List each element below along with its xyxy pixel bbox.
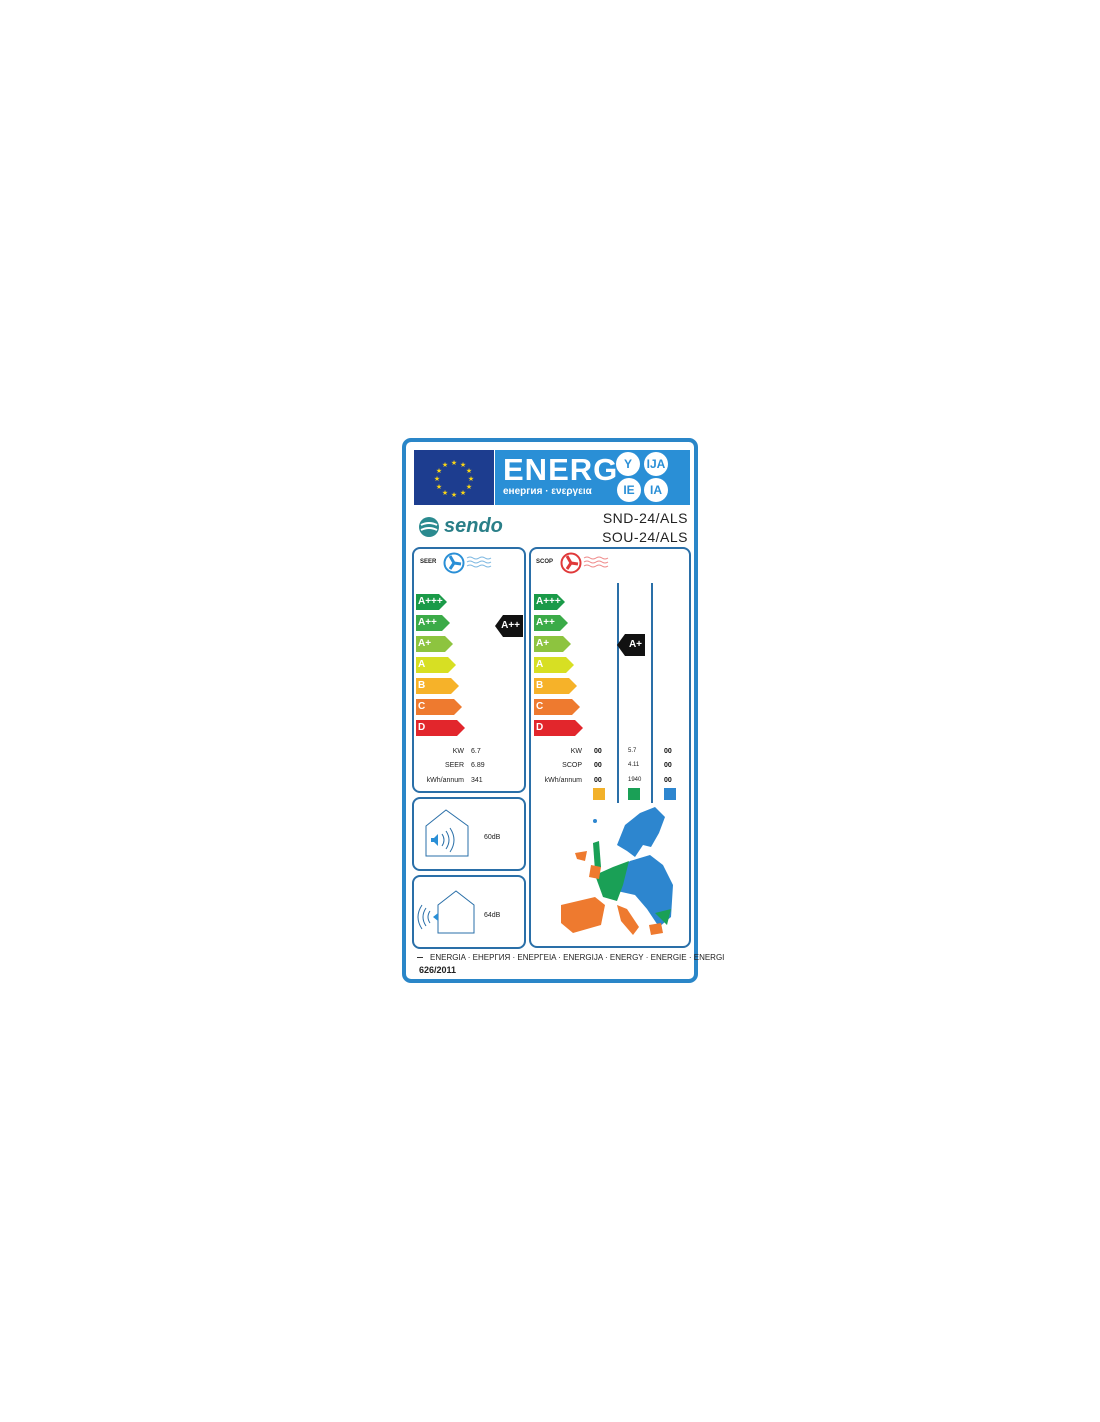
cooling-class-bar: A bbox=[416, 657, 456, 673]
svg-text:★: ★ bbox=[468, 475, 474, 483]
svg-text:★: ★ bbox=[466, 467, 472, 475]
cooling-value-seer: 6.89 bbox=[471, 762, 485, 769]
suffix-ie: IE bbox=[617, 478, 641, 502]
outdoor-noise-box bbox=[412, 875, 526, 949]
svg-text:★: ★ bbox=[436, 483, 442, 491]
energy-label-frame bbox=[402, 438, 698, 983]
footer-dash bbox=[417, 957, 423, 958]
suffix-ija: IJA bbox=[644, 452, 668, 476]
seer-title: SEER bbox=[420, 559, 437, 565]
heating-class-bar: A bbox=[534, 657, 574, 673]
cooling-class-bar: A++ bbox=[416, 615, 450, 631]
heating-label-scop: SCOP bbox=[562, 762, 582, 769]
svg-text:★: ★ bbox=[466, 483, 472, 491]
cold-zone-swatch bbox=[664, 788, 676, 800]
cooling-value-kw: 6.7 bbox=[471, 748, 481, 755]
heating-cold-kwh: 00 bbox=[664, 777, 672, 784]
heating-average-kwh: 1940 bbox=[628, 777, 642, 783]
svg-text:★: ★ bbox=[451, 491, 457, 499]
suffix-y: Y bbox=[616, 452, 640, 476]
indoor-model: SND-24/ALS bbox=[602, 510, 688, 526]
scop-title: SCOP bbox=[536, 559, 554, 565]
heating-cold-scop: 00 bbox=[664, 762, 672, 769]
cooling-class-bar: D bbox=[416, 720, 465, 736]
cooling-label-kw: KW bbox=[452, 748, 464, 755]
footer-languages: ENERGIA · ЕНЕРГИЯ · ΕΝΕΡΓΕΙΑ · ENERGIJA … bbox=[430, 953, 725, 962]
cooling-value-kwh: 341 bbox=[471, 777, 483, 784]
svg-text:★: ★ bbox=[451, 459, 457, 467]
svg-text:★: ★ bbox=[442, 461, 448, 469]
heating-fan-icon bbox=[560, 552, 609, 574]
svg-text:★: ★ bbox=[460, 461, 466, 469]
sendo-logo-icon bbox=[419, 516, 439, 537]
heating-class-bar: D bbox=[534, 720, 583, 736]
cooling-class-bar: A+ bbox=[416, 636, 453, 652]
heating-cold-kw: 00 bbox=[664, 748, 672, 755]
cooling-class-bar: C bbox=[416, 699, 462, 715]
outdoor-noise-value: 64dB bbox=[484, 912, 501, 919]
cooling-class-bar: A+++ bbox=[416, 594, 447, 610]
cooling-label-seer: SEER bbox=[444, 762, 464, 769]
svg-text:★: ★ bbox=[442, 489, 448, 497]
eu-flag: ★ ★ ★ ★ ★ ★ ★ ★ ★ ★ ★ ★ bbox=[414, 450, 494, 505]
europe-climate-map bbox=[561, 807, 673, 935]
heating-average-kw: 5.7 bbox=[628, 748, 637, 754]
brand-logo: sendo bbox=[418, 515, 503, 538]
svg-text:★: ★ bbox=[460, 489, 466, 497]
svg-text:★: ★ bbox=[436, 467, 442, 475]
cooling-class-bar: B bbox=[416, 678, 459, 694]
heating-average-scop: 4.11 bbox=[628, 762, 640, 768]
zone-divider bbox=[651, 583, 653, 803]
cooling-fan-icon bbox=[443, 552, 492, 574]
energy-word: ENERG bbox=[503, 452, 619, 487]
suffix-ia: IA bbox=[644, 478, 668, 502]
cooling-label-kwh: kWh/annum bbox=[426, 777, 464, 784]
outdoor-model: SOU-24/ALS bbox=[602, 529, 688, 545]
svg-text:★: ★ bbox=[434, 475, 440, 483]
indoor-noise-box bbox=[412, 797, 526, 871]
zone-divider bbox=[617, 583, 619, 803]
heating-class-bar: A+ bbox=[534, 636, 571, 652]
heating-warm-kwh: 00 bbox=[594, 777, 602, 784]
heating-warm-scop: 00 bbox=[594, 762, 602, 769]
heating-label-kw: KW bbox=[570, 748, 582, 755]
energy-subtitle: енергия · ενεργεια bbox=[503, 486, 592, 497]
average-zone-swatch bbox=[628, 788, 640, 800]
brand-name: sendo bbox=[444, 515, 503, 537]
footer-regulation: 626/2011 bbox=[419, 965, 457, 975]
heating-label-kwh: kWh/annum bbox=[544, 777, 582, 784]
heating-class-bar: A+++ bbox=[534, 594, 565, 610]
heating-class-bar: B bbox=[534, 678, 577, 694]
eu-stars-icon: ★ ★★★★★★★★★★★ bbox=[434, 459, 474, 499]
warm-zone-swatch bbox=[593, 788, 605, 800]
heating-rating-arrow: A+ bbox=[617, 634, 645, 656]
indoor-noise-house-icon bbox=[425, 809, 469, 857]
heating-class-bar: C bbox=[534, 699, 580, 715]
indoor-noise-value: 60dB bbox=[484, 834, 501, 841]
heating-warm-kw: 00 bbox=[594, 748, 602, 755]
outdoor-noise-house-icon bbox=[417, 890, 475, 934]
cooling-rating-arrow: A++ bbox=[495, 615, 523, 637]
heating-class-bar: A++ bbox=[534, 615, 568, 631]
